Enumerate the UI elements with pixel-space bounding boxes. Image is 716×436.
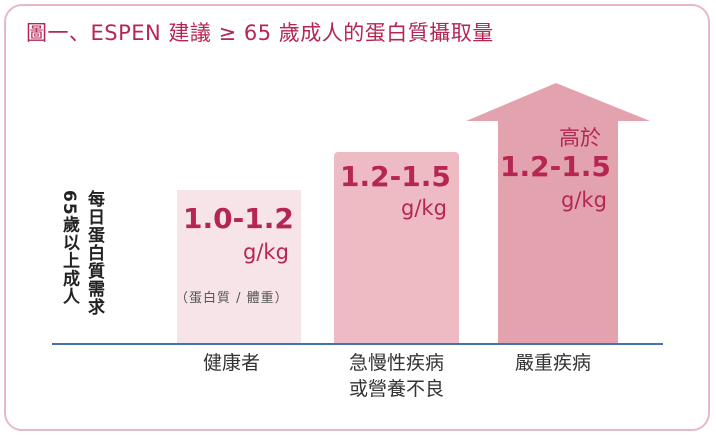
figure-title: 圖一、ESPEN 建議 ≥ 65 歲成人的蛋白質攝取量 — [26, 21, 494, 45]
bar-healthy-note: （蛋白質 / 體重） — [175, 291, 289, 306]
bar-severe-arrow — [466, 83, 650, 343]
bar-healthy-unit: g/kg — [243, 240, 289, 264]
category-healthy: 健康者 — [203, 352, 261, 374]
bar-severe-unit: g/kg — [561, 188, 607, 212]
baseline — [52, 343, 663, 345]
category-illness-line1: 急慢性疾病 — [349, 352, 445, 374]
y-label-age-group: 65歲以上成人 — [59, 190, 79, 306]
bar-severe-value: 1.2-1.5 — [500, 150, 611, 183]
y-label-daily-protein-need: 每日蛋白質需求 — [84, 190, 104, 316]
bar-illness-value: 1.2-1.5 — [340, 160, 451, 193]
bar-healthy-value: 1.0-1.2 — [183, 202, 294, 235]
bar-illness — [334, 152, 459, 343]
bar-illness-unit: g/kg — [401, 196, 447, 220]
bar-severe-prefix: 高於 — [559, 126, 601, 150]
category-illness-line2: 或營養不良 — [349, 378, 445, 400]
bar-healthy — [177, 190, 301, 343]
category-severe: 嚴重疾病 — [515, 352, 592, 374]
